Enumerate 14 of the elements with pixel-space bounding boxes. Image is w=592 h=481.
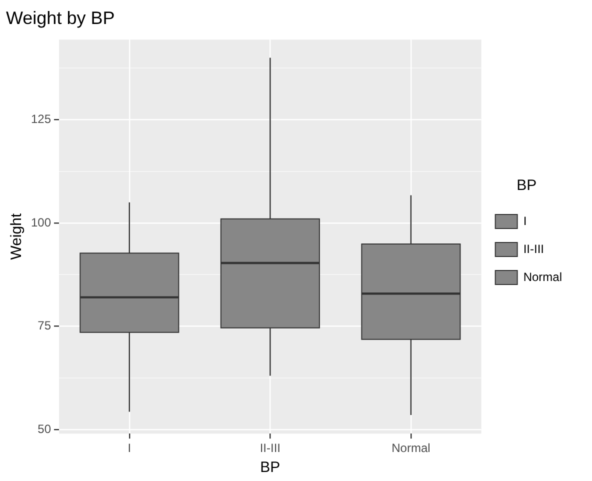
- y-axis-title: Weight: [8, 212, 26, 260]
- legend-label: II-III: [523, 242, 544, 256]
- y-tick-label: 100: [30, 215, 52, 230]
- x-axis-title: BP: [260, 459, 280, 476]
- legend-label: I: [523, 214, 527, 228]
- x-tick-label: Normal: [392, 441, 430, 456]
- y-tick-label: 75: [38, 318, 52, 333]
- x-tick-label: II-III: [260, 441, 281, 456]
- y-tick-label: 125: [30, 112, 52, 126]
- legend-label: Normal: [523, 270, 562, 284]
- y-tick-label: 50: [38, 422, 52, 436]
- legend-title: BP: [516, 177, 537, 194]
- x-tick-label: I: [128, 441, 132, 456]
- chart-title: Weight by BP: [6, 8, 115, 28]
